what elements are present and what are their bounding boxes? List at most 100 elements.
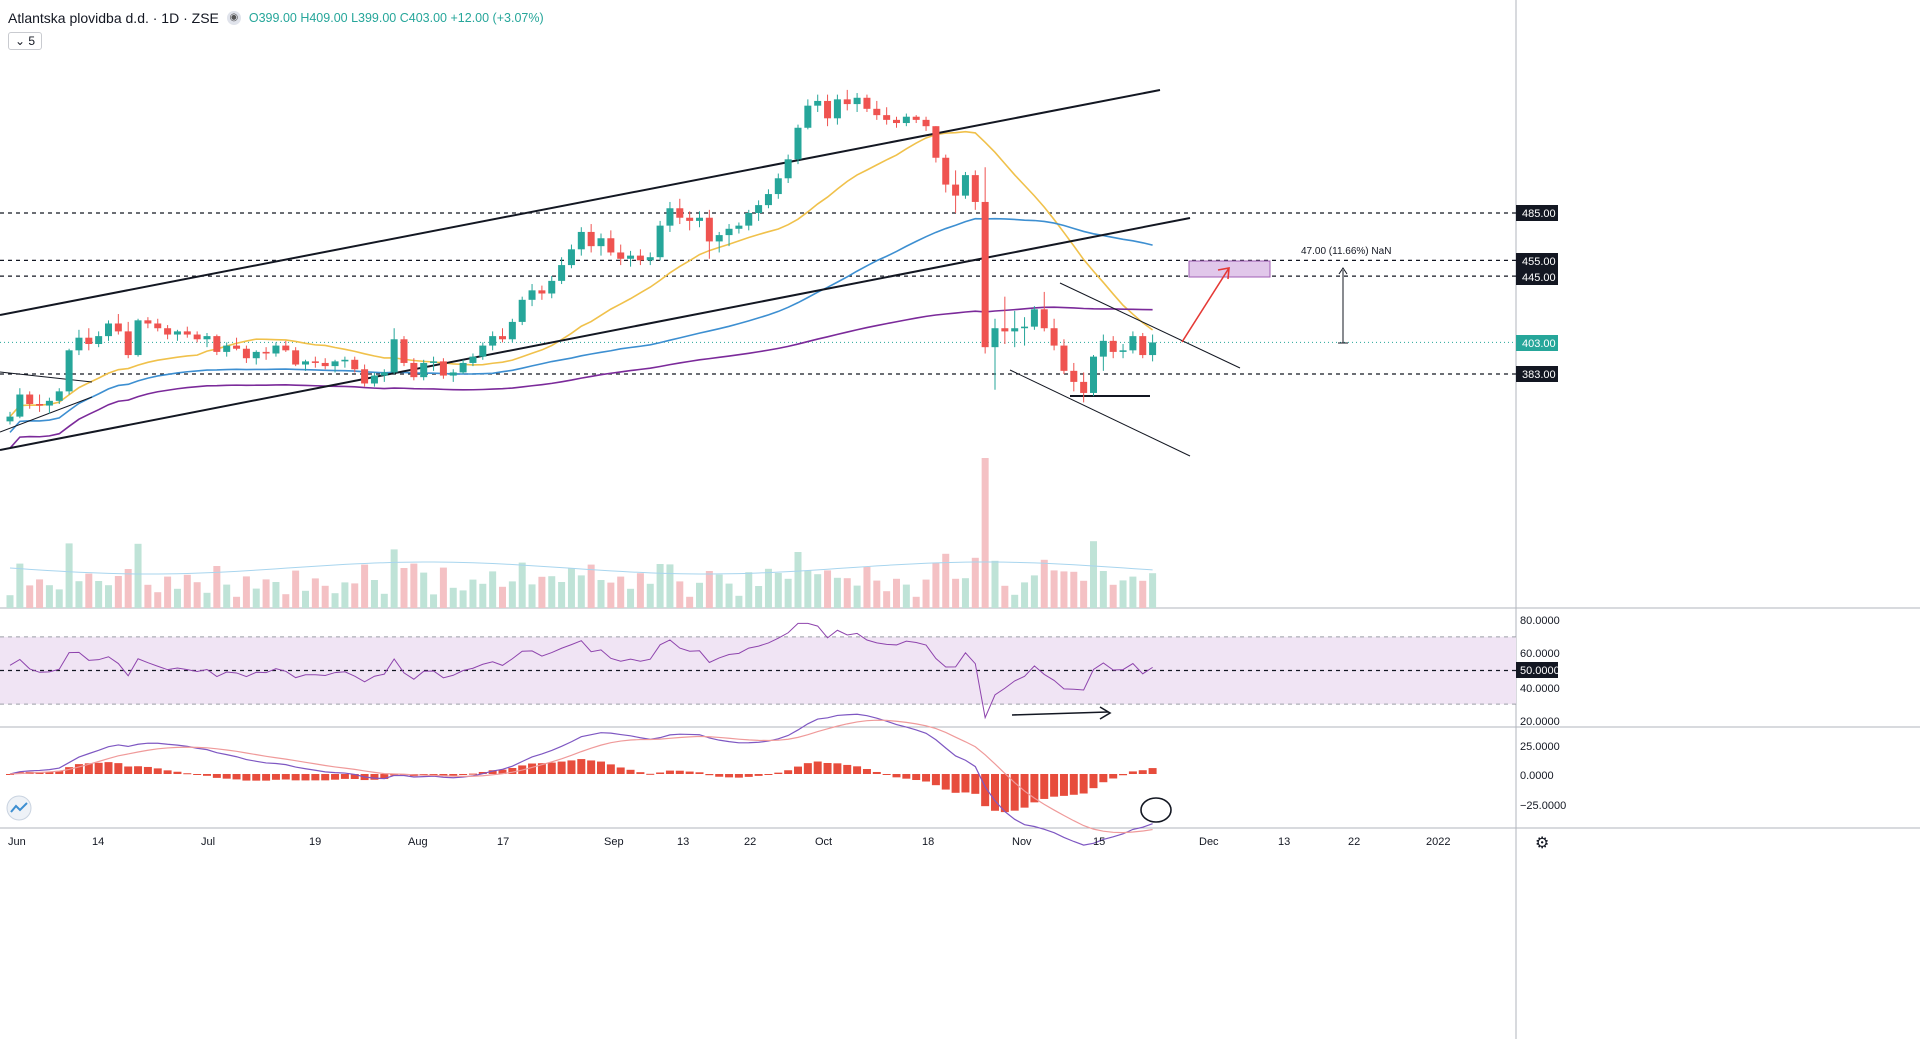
- candle-body: [715, 235, 723, 242]
- macd-pane: [6, 713, 1172, 846]
- candle-body: [430, 361, 438, 363]
- macd-histogram-bar: [715, 774, 724, 777]
- candle-body: [587, 231, 595, 247]
- macd-histogram-bar: [1138, 770, 1147, 774]
- candle-body: [1109, 340, 1117, 352]
- volume-bar: [321, 585, 329, 608]
- macd-histogram-bar: [547, 762, 556, 774]
- volume-bar: [893, 578, 900, 608]
- candle-body: [1149, 342, 1157, 356]
- macd-histogram-bar: [833, 763, 842, 774]
- candle-body: [85, 337, 93, 345]
- volume-bar: [400, 568, 408, 608]
- candle-body: [794, 127, 802, 160]
- volume-bar: [883, 591, 891, 608]
- candle-body: [1080, 381, 1088, 393]
- candle-body: [636, 255, 644, 261]
- macd-histogram-bar: [429, 774, 438, 775]
- volume-bar: [902, 584, 910, 608]
- macd-histogram-bar: [281, 774, 290, 780]
- wedge-lower-line: [1009, 369, 1191, 457]
- macd-histogram-bar: [1030, 774, 1039, 803]
- macd-histogram-bar: [74, 764, 83, 774]
- candle-body: [16, 394, 24, 417]
- macd-histogram-bar: [1089, 774, 1098, 789]
- candle-body: [262, 351, 270, 354]
- volume-bar: [272, 582, 280, 608]
- macd-histogram-bar: [1099, 774, 1108, 783]
- candle-body: [95, 336, 103, 345]
- volume-bar: [213, 566, 221, 608]
- volume-bar: [1021, 582, 1029, 608]
- volume-bar: [627, 588, 635, 608]
- volume-bar: [173, 588, 181, 608]
- candle-body: [814, 100, 822, 106]
- volume-bar: [144, 584, 152, 608]
- candle-body: [341, 359, 349, 362]
- candle-body: [124, 331, 132, 356]
- volume-bar: [508, 581, 516, 608]
- candle-body: [764, 194, 772, 206]
- volume-bar: [587, 564, 595, 608]
- macd-histogram-bar: [705, 774, 714, 776]
- volume-bar: [459, 590, 467, 608]
- volume-bar: [223, 584, 231, 608]
- volume-bar: [597, 580, 605, 608]
- candle-body: [725, 228, 733, 236]
- candle-body: [863, 97, 871, 109]
- time-tick-label: 13: [677, 836, 689, 848]
- candle-body: [459, 362, 467, 373]
- volume-bar: [134, 543, 142, 608]
- macd-histogram-bar: [528, 763, 537, 774]
- candle-body: [213, 336, 221, 352]
- candle-body: [65, 350, 73, 392]
- candle-body: [75, 337, 83, 351]
- volume-bar: [45, 585, 53, 608]
- candle-body: [1119, 350, 1127, 352]
- volume-bar: [341, 582, 349, 608]
- eye-icon[interactable]: ◉: [226, 11, 241, 25]
- macd-histogram-bar: [587, 760, 596, 774]
- rsi-tick-label: 60.0000: [1520, 648, 1560, 660]
- volume-bar: [804, 570, 812, 608]
- rsi-tick-label: 40.0000: [1520, 683, 1560, 695]
- macd-histogram-bar: [902, 774, 911, 779]
- volume-bar: [666, 564, 674, 608]
- volume-bar: [735, 595, 743, 608]
- candle-body: [36, 403, 44, 406]
- volume-bar: [1129, 576, 1137, 608]
- volume-bar: [1090, 541, 1097, 608]
- rsi-divergence-arrowhead: [1099, 706, 1112, 720]
- macd-histogram-bar: [242, 774, 251, 781]
- indicators-collapse-button[interactable]: ⌄ 5: [8, 32, 43, 50]
- symbol-title[interactable]: Atlantska plovidba d.d. · 1D · ZSE: [8, 10, 219, 26]
- volume-bar: [617, 576, 625, 608]
- candle-body: [696, 217, 703, 221]
- price-tag-bg: [1516, 335, 1558, 351]
- macd-histogram-bar: [892, 774, 901, 778]
- macd-histogram-bar: [764, 774, 773, 775]
- candle-body: [893, 119, 900, 124]
- volume-bar: [1011, 594, 1019, 608]
- ma-purple-line: [9, 306, 1153, 449]
- volume-bar: [853, 585, 861, 608]
- rsi-mid-tag-bg: [1516, 662, 1558, 678]
- volume-bar: [380, 593, 388, 608]
- candle-body: [164, 328, 172, 335]
- price-tag-label: 445.00: [1522, 272, 1556, 284]
- rsi-pane: [0, 622, 1516, 720]
- candle-body: [971, 175, 979, 202]
- volume-bar: [784, 578, 792, 608]
- volume-bar: [528, 584, 536, 608]
- candle-body: [449, 372, 457, 376]
- volume-bar: [607, 582, 615, 608]
- candle-body: [380, 372, 388, 376]
- macd-histogram-bar: [163, 770, 172, 774]
- gear-icon[interactable]: ⚙: [1535, 833, 1549, 852]
- volume-bar: [420, 572, 428, 608]
- volume-bar: [233, 596, 241, 608]
- volume-bar: [1060, 571, 1068, 608]
- volume-bar: [656, 564, 664, 608]
- volume-bar: [764, 568, 772, 608]
